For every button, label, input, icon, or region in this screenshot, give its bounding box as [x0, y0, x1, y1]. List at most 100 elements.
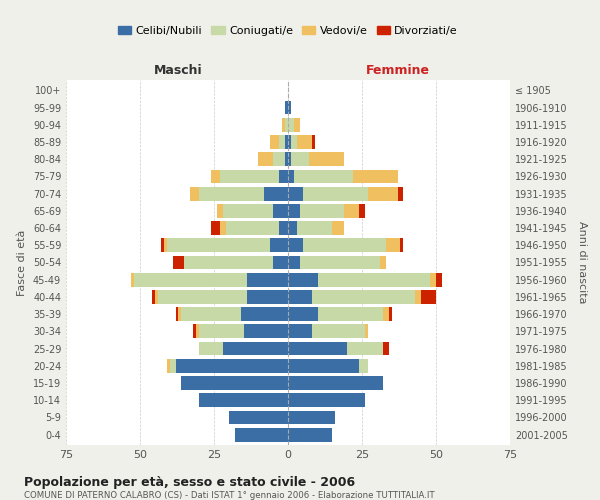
Bar	[288, 376, 383, 390]
Bar	[285, 152, 288, 166]
Bar	[368, 186, 398, 200]
Bar	[244, 324, 288, 338]
Bar	[235, 428, 288, 442]
Bar	[259, 152, 273, 166]
Bar	[421, 290, 436, 304]
Bar	[217, 204, 223, 218]
Y-axis label: Anni di nascita: Anni di nascita	[577, 221, 587, 304]
Bar	[311, 324, 365, 338]
Bar	[279, 221, 288, 235]
Bar	[199, 324, 244, 338]
Bar	[288, 359, 359, 372]
Bar	[359, 359, 368, 372]
Text: Femmine: Femmine	[365, 64, 430, 76]
Bar	[288, 170, 294, 183]
Bar	[273, 204, 288, 218]
Bar	[193, 324, 196, 338]
Bar	[288, 221, 297, 235]
Bar	[199, 394, 288, 407]
Bar	[303, 186, 368, 200]
Bar	[400, 238, 403, 252]
Bar	[297, 221, 332, 235]
Bar	[288, 256, 300, 270]
Legend: Celibi/Nubili, Coniugati/e, Vedovi/e, Divorziati/e: Celibi/Nubili, Coniugati/e, Vedovi/e, Di…	[116, 24, 460, 38]
Bar	[270, 135, 279, 149]
Bar	[389, 308, 392, 321]
Bar	[353, 170, 398, 183]
Bar	[223, 204, 273, 218]
Bar	[158, 290, 247, 304]
Bar	[288, 290, 311, 304]
Bar	[285, 118, 288, 132]
Bar	[279, 170, 288, 183]
Bar	[270, 238, 288, 252]
Bar	[131, 273, 134, 286]
Bar	[288, 342, 347, 355]
Bar	[190, 186, 199, 200]
Bar	[311, 135, 314, 149]
Bar	[134, 273, 247, 286]
Bar	[288, 186, 303, 200]
Bar	[176, 308, 178, 321]
Bar	[386, 238, 400, 252]
Bar	[294, 170, 353, 183]
Bar	[161, 238, 164, 252]
Bar	[220, 221, 226, 235]
Bar	[347, 342, 383, 355]
Bar	[211, 170, 220, 183]
Bar	[332, 221, 344, 235]
Bar	[288, 308, 317, 321]
Bar	[398, 186, 403, 200]
Bar	[282, 118, 285, 132]
Bar	[229, 410, 288, 424]
Bar	[170, 359, 176, 372]
Bar	[291, 135, 297, 149]
Bar	[300, 256, 380, 270]
Bar	[288, 152, 291, 166]
Bar	[380, 256, 386, 270]
Bar	[288, 238, 303, 252]
Bar	[167, 238, 270, 252]
Bar	[152, 290, 155, 304]
Bar	[288, 204, 300, 218]
Bar	[294, 118, 300, 132]
Bar	[178, 308, 181, 321]
Bar	[288, 428, 332, 442]
Bar	[223, 342, 288, 355]
Bar	[285, 100, 288, 114]
Bar	[196, 324, 199, 338]
Bar	[344, 204, 359, 218]
Bar	[173, 256, 184, 270]
Bar	[288, 100, 291, 114]
Bar	[155, 290, 158, 304]
Bar	[383, 342, 389, 355]
Bar	[309, 152, 344, 166]
Text: Popolazione per età, sesso e stato civile - 2006: Popolazione per età, sesso e stato civil…	[24, 476, 355, 489]
Bar	[285, 135, 288, 149]
Bar	[181, 376, 288, 390]
Bar	[288, 118, 294, 132]
Text: COMUNE DI PATERNO CALABRO (CS) - Dati ISTAT 1° gennaio 2006 - Elaborazione TUTTI: COMUNE DI PATERNO CALABRO (CS) - Dati IS…	[24, 491, 434, 500]
Bar	[288, 273, 317, 286]
Bar	[300, 204, 344, 218]
Bar	[181, 308, 241, 321]
Bar	[176, 359, 288, 372]
Bar	[383, 308, 389, 321]
Bar	[365, 324, 368, 338]
Y-axis label: Fasce di età: Fasce di età	[17, 230, 27, 296]
Text: Maschi: Maschi	[154, 64, 203, 76]
Bar	[288, 410, 335, 424]
Bar	[317, 273, 430, 286]
Bar	[430, 273, 436, 286]
Bar	[211, 221, 220, 235]
Bar	[317, 308, 383, 321]
Bar	[303, 238, 386, 252]
Bar	[184, 256, 273, 270]
Bar	[288, 394, 365, 407]
Bar	[199, 186, 265, 200]
Bar	[415, 290, 421, 304]
Bar	[273, 256, 288, 270]
Bar	[247, 273, 288, 286]
Bar	[226, 221, 279, 235]
Bar	[359, 204, 365, 218]
